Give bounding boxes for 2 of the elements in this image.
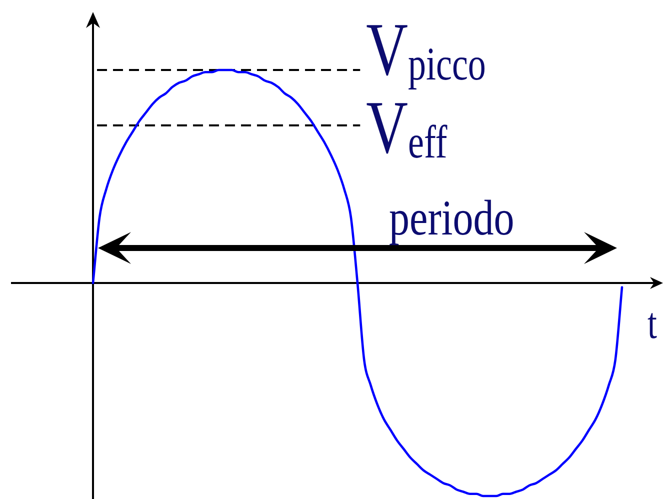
- x-axis-title: t: [648, 300, 657, 348]
- annotation: periodo: [389, 189, 514, 246]
